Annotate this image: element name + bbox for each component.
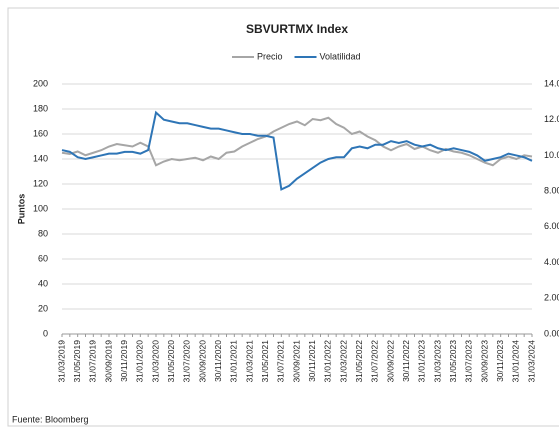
x-tick-label: 30/09/2023 xyxy=(479,340,489,383)
x-tick-label: 30/11/2022 xyxy=(401,340,411,382)
x-tick-label: 31/03/2019 xyxy=(56,340,66,383)
x-tick-label: 30/11/2023 xyxy=(495,340,505,382)
y-tick-label: 120 xyxy=(33,178,48,188)
y-tick-label: 20 xyxy=(38,303,48,313)
y-tick-label: 40 xyxy=(38,278,48,288)
x-tick-label: 31/05/2021 xyxy=(260,340,270,383)
y-tick-label: 180 xyxy=(33,103,48,113)
y-axis-label: Puntos xyxy=(16,194,26,225)
x-tick-label: 31/07/2021 xyxy=(276,340,286,383)
x-tick-label: 31/03/2024 xyxy=(526,340,536,383)
x-tick-label: 31/05/2019 xyxy=(72,340,82,383)
y-tick-label: 140 xyxy=(33,153,48,163)
series-line xyxy=(61,110,533,191)
x-tick-label: 30/11/2019 xyxy=(119,340,129,382)
x-tick-label: 31/01/2021 xyxy=(229,340,239,383)
y-tick-label: 80 xyxy=(38,228,48,238)
y2-tick-label: 2.00 xyxy=(544,293,559,303)
y2-tick-label: 10.00 xyxy=(544,150,559,160)
x-tick-label: 31/05/2022 xyxy=(354,340,364,383)
x-tick-label: 31/01/2020 xyxy=(135,340,145,383)
x-tick-label: 31/03/2020 xyxy=(150,340,160,383)
x-tick-label: 31/07/2022 xyxy=(370,340,380,383)
y-tick-label: 100 xyxy=(33,203,48,213)
y2-tick-label: 6.00 xyxy=(544,221,559,231)
legend-label: Volatilidad xyxy=(320,51,361,61)
x-tick-label: 30/09/2022 xyxy=(385,340,395,383)
x-tick-label: 31/01/2022 xyxy=(323,340,333,383)
chart-title: SBVURTMX Index xyxy=(246,22,348,36)
y-tick-label: 60 xyxy=(38,253,48,263)
x-tick-label: 31/03/2023 xyxy=(432,340,442,383)
y2-tick-label: 0.00 xyxy=(544,328,559,338)
y2-tick-label: 8.00 xyxy=(544,186,559,196)
x-tick-label: 30/11/2021 xyxy=(307,340,317,382)
x-tick-label: 31/03/2022 xyxy=(338,340,348,383)
x-tick-label: 31/01/2024 xyxy=(511,340,521,383)
x-tick-label: 31/03/2021 xyxy=(244,340,254,383)
x-tick-label: 30/11/2020 xyxy=(213,340,223,382)
y2-tick-label: 14.00 xyxy=(544,78,559,88)
x-tick-label: 30/09/2019 xyxy=(103,340,113,383)
y2-tick-label: 4.00 xyxy=(544,257,559,267)
x-tick-label: 31/07/2020 xyxy=(182,340,192,383)
x-tick-label: 31/07/2019 xyxy=(88,340,98,383)
x-tick-label: 30/09/2021 xyxy=(291,340,301,383)
x-tick-label: 31/07/2023 xyxy=(464,340,474,383)
series-line xyxy=(61,116,533,167)
y-tick-label: 200 xyxy=(33,78,48,88)
chart-border xyxy=(7,7,559,427)
x-tick-label: 30/09/2020 xyxy=(197,340,207,383)
y-tick-label: 0 xyxy=(43,328,48,338)
source: Fuente: Bloomberg xyxy=(12,414,89,424)
y-tick-label: 160 xyxy=(33,128,48,138)
y2-tick-label: 12.00 xyxy=(544,114,559,124)
x-tick-label: 31/05/2023 xyxy=(448,340,458,383)
x-tick-label: 31/05/2020 xyxy=(166,340,176,383)
x-tick-label: 31/01/2023 xyxy=(417,340,427,383)
legend-label: Precio xyxy=(257,51,283,61)
